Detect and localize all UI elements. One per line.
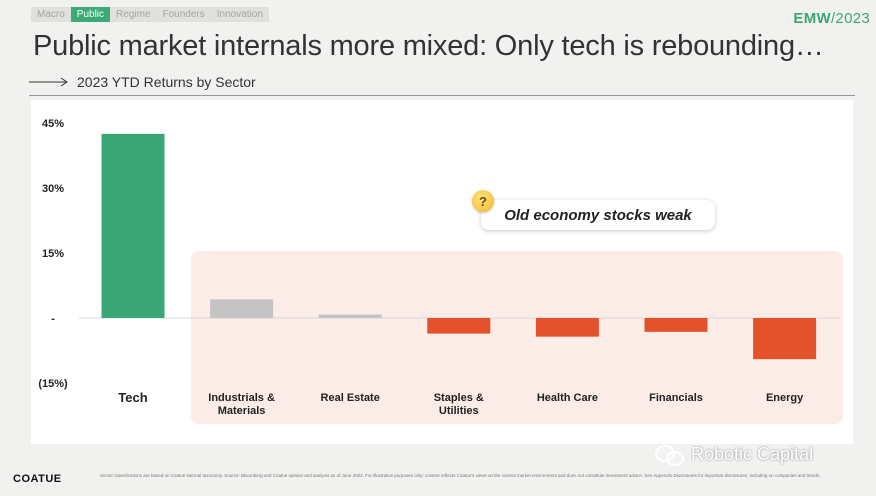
category-label: Energy — [766, 392, 804, 404]
category-label: Industrials & Materials — [208, 392, 275, 417]
arrow-right-icon — [29, 77, 68, 87]
nav-tab-innovation[interactable]: Innovation — [216, 9, 263, 20]
watermark-text: Robotic Capital — [691, 443, 814, 464]
chart-subtitle: 2023 YTD Returns by Sector — [29, 74, 256, 90]
watermark: Robotic Capital — [655, 443, 814, 466]
bar-financials — [644, 318, 708, 332]
nav-tab-macro[interactable]: Macro — [37, 9, 65, 20]
nav-tab-founders[interactable]: Founders — [162, 9, 205, 20]
page-title: Public market internals more mixed: Only… — [33, 30, 824, 62]
y-tick-label: 15% — [42, 248, 64, 260]
category-label: Health Care — [537, 392, 598, 404]
old-economy-highlight — [191, 251, 843, 424]
y-tick-label: 30% — [42, 183, 64, 195]
y-tick-label: - — [51, 313, 55, 325]
nav-tab-regime[interactable]: Regime — [116, 9, 151, 20]
nav-tab-public[interactable]: Public — [70, 7, 111, 22]
wechat-icon — [655, 443, 685, 466]
y-tick-label: (15%) — [38, 378, 68, 390]
subtitle-text: 2023 YTD Returns by Sector — [77, 74, 256, 90]
bar-tech — [101, 133, 165, 318]
category-label: Financials — [649, 392, 703, 404]
y-tick-label: 45% — [42, 118, 64, 130]
brand-logo: EMW/2023 — [793, 10, 870, 27]
category-label: Real Estate — [321, 392, 380, 404]
section-nav: Macro Public Regime Founders Innovation — [31, 7, 269, 22]
callout-old-economy: Old economy stocks weak — [481, 200, 715, 230]
bar-staples-utilities — [427, 318, 491, 334]
bar-industrials-materials — [210, 299, 274, 318]
bar-energy — [753, 318, 817, 360]
coatue-logo: COATUE — [13, 473, 62, 485]
bar-health-care — [535, 318, 599, 337]
thinking-face-icon: ? — [472, 190, 494, 212]
footnote: Sector classifications are based on Coat… — [100, 473, 821, 478]
bar-real-estate — [318, 314, 382, 318]
category-label: Staples & Utilities — [434, 392, 484, 417]
header-divider — [29, 95, 855, 96]
category-label: Tech — [118, 390, 147, 405]
